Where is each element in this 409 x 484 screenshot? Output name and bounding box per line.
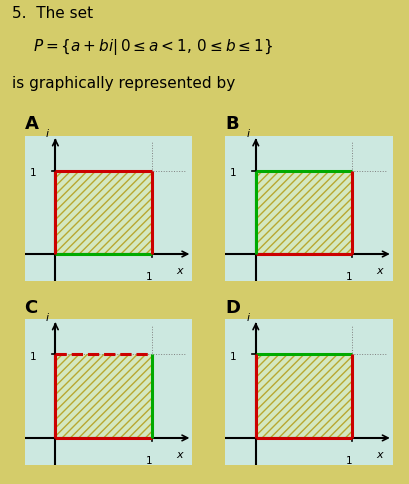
Text: x: x [176, 266, 182, 276]
Bar [256, 354, 352, 438]
Text: 5.  The set: 5. The set [12, 6, 93, 21]
Text: 1: 1 [29, 352, 36, 362]
Text: B: B [225, 115, 238, 133]
Text: i: i [247, 313, 249, 323]
Bar [256, 170, 352, 254]
Bar [55, 170, 152, 254]
Text: 1: 1 [146, 456, 152, 466]
Text: is graphically represented by: is graphically represented by [12, 76, 236, 91]
Text: D: D [225, 299, 240, 317]
Text: i: i [46, 313, 49, 323]
Text: 1: 1 [230, 168, 236, 178]
Bar [55, 170, 152, 254]
Text: x: x [376, 450, 383, 460]
Text: 1: 1 [29, 168, 36, 178]
Text: 1: 1 [346, 272, 353, 282]
Text: x: x [376, 266, 383, 276]
Text: 1: 1 [230, 352, 236, 362]
Text: C: C [25, 299, 38, 317]
Bar [55, 354, 152, 438]
Text: i: i [46, 129, 49, 139]
Text: 1: 1 [346, 456, 353, 466]
Text: x: x [176, 450, 182, 460]
Bar [256, 170, 352, 254]
Bar [256, 354, 352, 438]
Text: $P = \{a + bi|\, 0 \leq a < 1,\, 0 \leq b \leq 1\}$: $P = \{a + bi|\, 0 \leq a < 1,\, 0 \leq … [33, 37, 273, 57]
Bar [55, 354, 152, 438]
Text: A: A [25, 115, 38, 133]
Text: 1: 1 [146, 272, 152, 282]
Text: i: i [247, 129, 249, 139]
